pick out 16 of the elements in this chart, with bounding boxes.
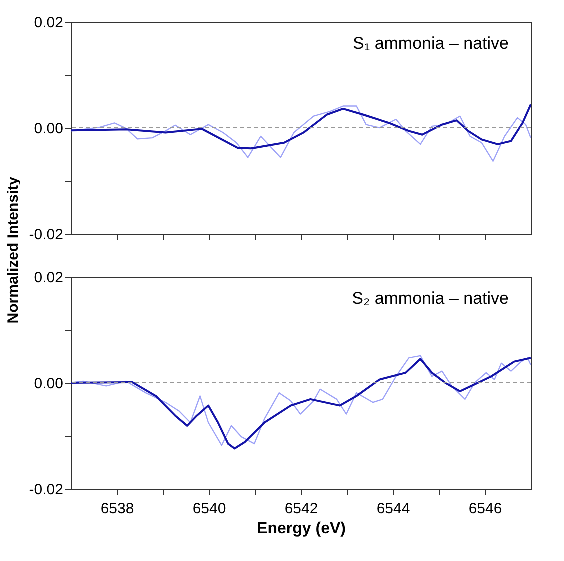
y-tick-label: 0.02	[34, 270, 64, 286]
y-tick-label: 0.00	[34, 120, 64, 138]
x-tick-label: 6546	[468, 500, 502, 518]
annotation: S₁ ammonia – native	[353, 34, 509, 53]
x-tick-label: 6540	[192, 500, 226, 518]
y-tick-label: -0.02	[29, 226, 64, 244]
annotation: S₂ ammonia – native	[352, 289, 509, 308]
line-series	[71, 104, 531, 150]
x-tick-label: 6538	[100, 500, 134, 518]
x-tick-label: 6544	[376, 500, 410, 518]
y-axis-title: Normalized Intensity	[4, 176, 22, 324]
x-tick-label: 6542	[284, 500, 318, 518]
y-tick-label: -0.02	[29, 482, 64, 498]
y-tick-label: 0.02	[34, 14, 64, 32]
x-axis-title: Energy (eV)	[257, 520, 346, 538]
y-tick-label: 0.00	[34, 376, 64, 392]
